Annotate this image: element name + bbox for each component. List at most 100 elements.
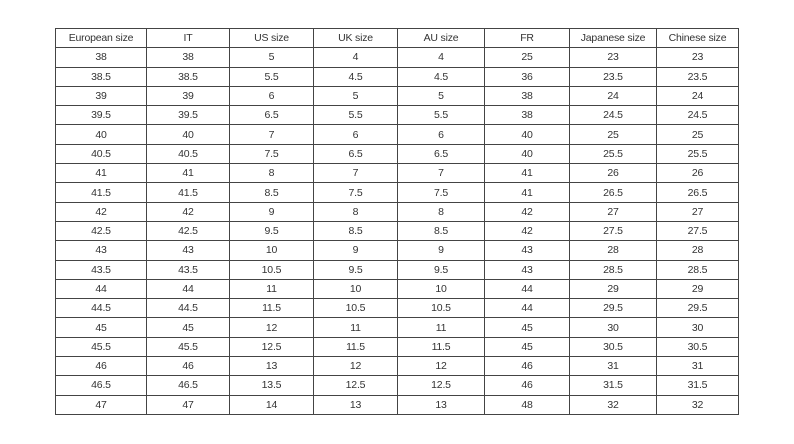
table-cell: 44.5 [55,298,147,319]
table-cell: 32 [656,394,739,415]
table-cell: 11.5 [313,336,398,358]
table-row: 39 39 6 5 5 38 24 24 [55,85,739,107]
table-cell: 10 [313,278,398,300]
table-cell: 14 [229,394,314,415]
table-cell: 10 [397,278,485,300]
table-cell: 11 [313,317,398,338]
table-cell: 5 [397,85,485,107]
table-row: 44.5 44.5 11.5 10.5 10.5 44 29.5 29.5 [55,298,739,319]
table-cell: 40 [55,124,147,145]
table-cell: 7 [229,124,314,145]
table-cell: 39 [146,85,230,107]
table-cell: 31.5 [656,375,739,396]
table-cell: 13.5 [229,375,314,396]
table-cell: 43 [484,240,570,261]
table-cell: 28 [656,240,739,261]
table-row: 42 42 9 8 8 42 27 27 [55,201,739,222]
table-cell: 26.5 [569,182,657,203]
table-cell: 12.5 [397,375,485,396]
table-cell: 46 [55,356,147,377]
table-cell: 38.5 [146,66,230,87]
column-header: FR [484,27,570,49]
table-row: 41 41 8 7 7 41 26 26 [55,163,739,184]
table-cell: 44.5 [146,298,230,319]
table-cell: 40.5 [55,143,147,165]
column-header: US size [229,27,314,49]
table-cell: 41 [484,163,570,184]
table-cell: 27 [656,201,739,222]
table-row: 46.5 46.5 13.5 12.5 12.5 46 31.5 31.5 [55,375,739,396]
table-cell: 9 [229,201,314,222]
table-cell: 45 [484,317,570,338]
table-cell: 27 [569,201,657,222]
table-cell: 5 [313,85,398,107]
table-cell: 41 [146,163,230,184]
table-cell: 11.5 [229,298,314,319]
table-cell: 46.5 [146,375,230,396]
table-cell: 31 [656,356,739,377]
table-cell: 46 [146,356,230,377]
table-cell: 47 [55,394,147,415]
table-cell: 38 [146,47,230,68]
table-cell: 10.5 [397,298,485,319]
table-row: 40.5 40.5 7.5 6.5 6.5 40 25.5 25.5 [55,143,739,165]
table-cell: 40 [484,124,570,145]
table-cell: 10.5 [313,298,398,319]
table-cell: 25 [656,124,739,145]
table-cell: 29.5 [656,298,739,319]
table-cell: 42 [55,201,147,222]
table-row: 38 38 5 4 4 25 23 23 [55,47,739,68]
table-row: 42.5 42.5 9.5 8.5 8.5 42 27.5 27.5 [55,220,739,242]
table-cell: 24.5 [656,105,739,126]
table-cell: 25.5 [569,143,657,165]
table-cell: 26 [569,163,657,184]
table-cell: 11 [229,278,314,300]
table-row: 40 40 7 6 6 40 25 25 [55,124,739,145]
table-cell: 13 [397,394,485,415]
table-cell: 43.5 [146,259,230,280]
table-cell: 32 [569,394,657,415]
table-row: 45 45 12 11 11 45 30 30 [55,317,739,338]
table-row: 46 46 13 12 12 46 31 31 [55,356,739,377]
table-cell: 40 [146,124,230,145]
table-cell: 11 [397,317,485,338]
table-cell: 29 [656,278,739,300]
column-header: UK size [313,27,398,49]
table-cell: 45.5 [55,336,147,358]
table-cell: 46 [484,356,570,377]
column-header: Chinese size [656,27,739,49]
column-header: Japanese size [569,27,657,49]
table-cell: 6.5 [397,143,485,165]
table-cell: 42 [146,201,230,222]
column-header: European size [55,27,147,49]
table-cell: 47 [146,394,230,415]
table-cell: 7.5 [313,182,398,203]
table-cell: 44 [484,278,570,300]
column-header: AU size [397,27,485,49]
table-cell: 26.5 [656,182,739,203]
table-cell: 38 [484,105,570,126]
column-header: IT [146,27,230,49]
table-cell: 7.5 [229,143,314,165]
table-cell: 26 [656,163,739,184]
table-cell: 6 [229,85,314,107]
table-row: 39.5 39.5 6.5 5.5 5.5 38 24.5 24.5 [55,105,739,126]
table-cell: 23.5 [569,66,657,87]
table-cell: 12 [397,356,485,377]
table-cell: 8 [313,201,398,222]
table-cell: 7 [397,163,485,184]
table-cell: 7 [313,163,398,184]
table-cell: 38 [55,47,147,68]
table-cell: 45 [484,336,570,358]
table-cell: 4 [313,47,398,68]
table-cell: 8 [397,201,485,222]
table-cell: 30 [569,317,657,338]
size-conversion-table: European size IT US size UK size AU size FR Ja… [55,27,739,415]
table-row: 44 44 11 10 10 44 29 29 [55,278,739,300]
table-cell: 27.5 [656,220,739,242]
table-cell: 24.5 [569,105,657,126]
table-cell: 5.5 [313,105,398,126]
table-cell: 7.5 [397,182,485,203]
table-cell: 23.5 [656,66,739,87]
